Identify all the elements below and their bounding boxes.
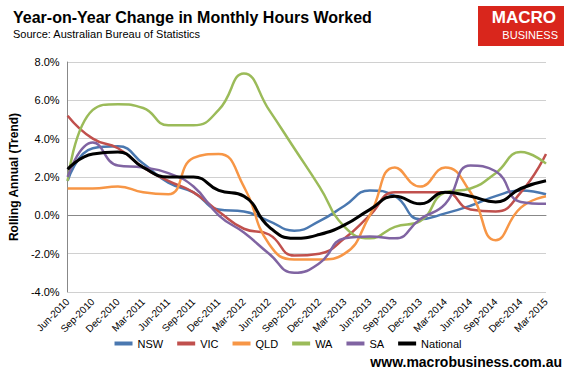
svg-text:Dec-2011: Dec-2011 [184, 296, 223, 334]
svg-text:Dec-2013: Dec-2013 [385, 296, 424, 335]
svg-text:6.0%: 6.0% [35, 94, 60, 106]
svg-text:MACRO: MACRO [492, 8, 556, 27]
svg-text:Sep-2010: Sep-2010 [58, 296, 97, 335]
svg-text:0.0%: 0.0% [35, 209, 60, 221]
svg-text:8.0%: 8.0% [35, 56, 60, 68]
svg-text:QLD: QLD [256, 338, 279, 350]
svg-text:-2.0%: -2.0% [31, 248, 60, 260]
svg-text:Dec-2014: Dec-2014 [486, 296, 525, 335]
svg-text:National: National [421, 338, 461, 350]
svg-text:Mar-2011: Mar-2011 [109, 296, 148, 334]
svg-text:WA: WA [315, 338, 333, 350]
svg-text:Dec-2010: Dec-2010 [83, 296, 122, 335]
svg-text:NSW: NSW [138, 338, 164, 350]
svg-text:Year-on-Year Change in Monthly: Year-on-Year Change in Monthly Hours Wor… [13, 9, 372, 26]
svg-text:Source: Australian Bureau of S: Source: Australian Bureau of Statistics [13, 28, 201, 40]
svg-text:Dec-2012: Dec-2012 [284, 296, 324, 335]
svg-text:2.0%: 2.0% [35, 171, 60, 183]
svg-text:Jun-2012: Jun-2012 [235, 296, 273, 334]
svg-text:Jun-2014: Jun-2014 [437, 296, 475, 334]
svg-text:Mar-2013: Mar-2013 [310, 296, 349, 335]
svg-text:Mar-2012: Mar-2012 [209, 296, 248, 335]
svg-text:Sep-2014: Sep-2014 [461, 296, 500, 335]
svg-text:Jun-2011: Jun-2011 [135, 296, 173, 333]
svg-text:SA: SA [369, 338, 384, 350]
svg-text:Sep-2011: Sep-2011 [159, 296, 198, 334]
svg-text:Mar-2015: Mar-2015 [512, 296, 550, 334]
svg-text:BUSINESS: BUSINESS [502, 29, 558, 41]
svg-text:4.0%: 4.0% [35, 133, 60, 145]
svg-text:Sep-2012: Sep-2012 [259, 296, 299, 335]
svg-text:Sep-2013: Sep-2013 [360, 296, 399, 335]
svg-text:Jun-2010: Jun-2010 [34, 296, 72, 334]
svg-text:VIC: VIC [200, 338, 218, 350]
svg-text:Jun-2013: Jun-2013 [336, 296, 374, 334]
svg-text:-4.0%: -4.0% [31, 286, 60, 298]
svg-text:www.macrobusiness.com.au: www.macrobusiness.com.au [369, 354, 562, 370]
svg-text:Mar-2014: Mar-2014 [411, 296, 450, 335]
svg-text:Rolling Annual (Trend): Rolling Annual (Trend) [7, 113, 21, 241]
